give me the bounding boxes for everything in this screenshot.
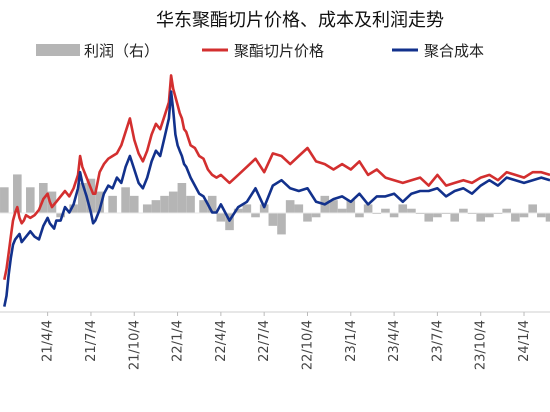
profit-bar bbox=[207, 195, 217, 213]
profit-bar bbox=[151, 200, 161, 213]
profit-bar bbox=[47, 191, 57, 213]
chart-title: 华东聚酯切片价格、成本及利润走势 bbox=[156, 10, 444, 31]
legend-item: 聚合成本 bbox=[392, 42, 484, 60]
legend-swatch bbox=[36, 44, 80, 56]
profit-bar bbox=[177, 183, 187, 213]
profit-bar bbox=[511, 213, 520, 222]
profit-bar bbox=[199, 200, 208, 213]
profit-bar bbox=[142, 204, 152, 213]
series-line bbox=[3, 74, 550, 280]
profit-bar bbox=[329, 200, 338, 213]
profit-bar bbox=[424, 213, 434, 222]
profit-bar bbox=[337, 208, 347, 213]
legend-item: 利润（右） bbox=[36, 42, 159, 60]
profit-bar bbox=[363, 204, 373, 213]
profit-bar bbox=[528, 204, 537, 213]
x-tick-label: 23/7/4 bbox=[430, 320, 445, 362]
x-tick-label: 24/1/4 bbox=[517, 320, 532, 362]
legend-label: 聚酯切片价格 bbox=[234, 42, 324, 60]
profit-bar bbox=[216, 213, 226, 222]
x-tick-label: 22/4/4 bbox=[214, 320, 229, 362]
profit-bar bbox=[476, 213, 486, 222]
profit-bar bbox=[545, 213, 550, 222]
x-tick-label: 22/1/4 bbox=[171, 320, 186, 362]
profit-bar bbox=[86, 178, 96, 213]
x-tick-label: 23/10/4 bbox=[474, 320, 489, 370]
profit-bar bbox=[285, 200, 295, 213]
profit-bar bbox=[0, 187, 9, 213]
profit-bar bbox=[389, 213, 399, 218]
profit-bar bbox=[485, 213, 494, 218]
x-tick-label: 23/4/4 bbox=[387, 320, 402, 362]
profit-bar bbox=[450, 213, 460, 222]
profit-bar bbox=[160, 195, 169, 213]
profit-bar bbox=[186, 195, 195, 213]
legend-label: 聚合成本 bbox=[424, 42, 484, 60]
legend-item: 聚酯切片价格 bbox=[202, 42, 324, 60]
profit-bar bbox=[26, 187, 35, 213]
legend-label: 利润（右） bbox=[84, 42, 159, 60]
legend: 利润（右） 聚酯切片价格 聚合成本 bbox=[36, 42, 484, 60]
profit-bar bbox=[519, 213, 529, 218]
x-axis-ticks: 21/4/4 21/7/4 21/10/4 22/1/4 22/4/4 22/7/4 22/… bbox=[0, 311, 550, 370]
x-tick-label: 22/10/4 bbox=[300, 320, 315, 370]
profit-bar bbox=[398, 204, 408, 213]
profit-bar bbox=[233, 208, 243, 213]
profit-bar bbox=[129, 195, 139, 213]
profit-bar bbox=[168, 191, 178, 213]
profit-bar bbox=[69, 204, 78, 213]
series-line bbox=[3, 90, 550, 307]
profit-bar bbox=[108, 195, 117, 213]
profit-bar bbox=[121, 187, 130, 213]
profit-bar bbox=[355, 213, 364, 218]
profit-bar bbox=[77, 183, 87, 213]
profit-bar bbox=[13, 174, 22, 213]
profit-bar bbox=[277, 213, 286, 235]
profit-bar bbox=[537, 213, 546, 218]
profit-bar bbox=[95, 191, 104, 213]
profit-bar bbox=[268, 213, 278, 226]
profit-bar bbox=[251, 213, 260, 218]
x-tick-label: 21/10/4 bbox=[127, 320, 142, 370]
x-tick-label: 21/4/4 bbox=[41, 320, 56, 362]
profit-bar bbox=[502, 208, 511, 213]
profit-bar bbox=[407, 208, 416, 213]
profit-bar bbox=[459, 208, 468, 213]
x-tick-label: 21/7/4 bbox=[84, 320, 99, 362]
profit-bar bbox=[433, 213, 442, 218]
profit-bar bbox=[259, 204, 269, 213]
x-tick-label: 22/7/4 bbox=[257, 320, 272, 362]
profit-bar bbox=[381, 208, 390, 213]
profit-bar bbox=[242, 204, 252, 213]
plot-area bbox=[0, 74, 550, 307]
profit-bar bbox=[311, 213, 321, 218]
x-tick-label: 23/1/4 bbox=[344, 320, 359, 362]
profit-bar bbox=[294, 204, 304, 213]
profit-bar bbox=[56, 213, 65, 218]
profit-bar bbox=[303, 213, 312, 222]
profit-bar bbox=[346, 200, 356, 213]
